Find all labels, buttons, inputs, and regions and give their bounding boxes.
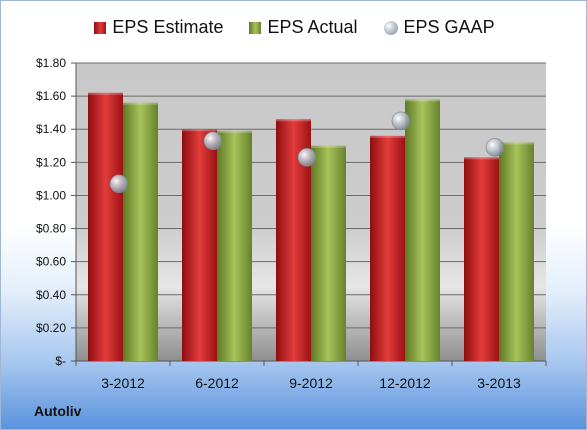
bar-eps-estimate-cap bbox=[464, 157, 499, 160]
y-tick-label: $0.80 bbox=[36, 222, 66, 236]
company-name: Autoliv bbox=[34, 403, 82, 419]
bar-eps-actual bbox=[405, 99, 440, 361]
y-tick-label: $1.20 bbox=[36, 155, 66, 169]
bar-eps-estimate-cap bbox=[370, 135, 405, 138]
x-category-label: 3-2012 bbox=[101, 375, 145, 391]
legend-label-actual: EPS Actual bbox=[267, 17, 358, 37]
y-tick-label: $1.80 bbox=[36, 56, 66, 70]
bar-eps-estimate bbox=[370, 135, 405, 361]
gaap-markers bbox=[109, 111, 505, 194]
x-category-label: 6-2012 bbox=[195, 375, 239, 391]
legend-item-estimate: EPS Estimate bbox=[94, 17, 223, 38]
marker-eps-gaap bbox=[109, 174, 129, 194]
bar-eps-estimate-cap bbox=[88, 92, 123, 95]
bar-eps-estimate bbox=[464, 157, 499, 361]
legend-item-gaap: EPS GAAP bbox=[383, 17, 495, 38]
y-tick-label: $1.40 bbox=[36, 122, 66, 136]
marker-eps-gaap bbox=[203, 131, 223, 151]
legend-swatch-gaap bbox=[383, 20, 398, 35]
bar-eps-actual-cap bbox=[217, 130, 252, 133]
bar-eps-actual bbox=[123, 102, 158, 361]
bar-eps-estimate bbox=[182, 129, 217, 361]
legend-label-estimate: EPS Estimate bbox=[112, 17, 224, 37]
x-category-label: 12-2012 bbox=[379, 375, 431, 391]
bar-eps-estimate bbox=[88, 92, 123, 362]
bar-eps-actual bbox=[311, 145, 346, 361]
bar-eps-actual bbox=[217, 130, 252, 361]
bar-eps-actual-cap bbox=[311, 145, 346, 148]
bar-eps-estimate-cap bbox=[276, 119, 311, 122]
bar-eps-actual-cap bbox=[123, 102, 158, 105]
x-category-label: 3-2013 bbox=[477, 375, 521, 391]
y-tick-label: $0.20 bbox=[36, 321, 66, 335]
legend-label-gaap: EPS GAAP bbox=[403, 17, 495, 37]
legend: EPS Estimate EPS Actual EPS GAAP bbox=[1, 17, 586, 38]
legend-swatch-actual bbox=[249, 21, 262, 34]
y-tick-label: $0.60 bbox=[36, 255, 66, 269]
marker-eps-gaap bbox=[485, 138, 505, 157]
bars bbox=[88, 92, 534, 362]
legend-item-actual: EPS Actual bbox=[249, 17, 358, 38]
y-tick-label: $1.00 bbox=[36, 188, 66, 202]
y-tick-label: $- bbox=[55, 354, 66, 368]
y-tick-label: $1.60 bbox=[36, 89, 66, 103]
marker-eps-gaap bbox=[297, 148, 317, 167]
marker-eps-gaap bbox=[391, 111, 411, 131]
x-category-label: 9-2012 bbox=[289, 375, 333, 391]
bar-eps-estimate-cap bbox=[182, 129, 217, 132]
y-tick-label: $0.40 bbox=[36, 288, 66, 302]
bar-eps-actual-cap bbox=[499, 142, 534, 145]
legend-swatch-estimate bbox=[94, 21, 107, 34]
bar-eps-actual bbox=[499, 142, 534, 361]
bar-eps-actual-cap bbox=[405, 99, 440, 102]
